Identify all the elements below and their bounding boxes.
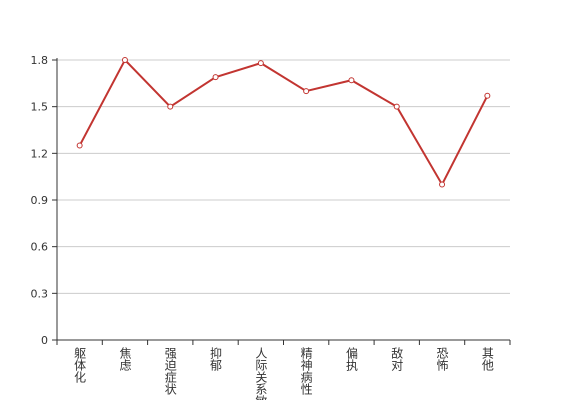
x-tick-label: 其他 bbox=[480, 347, 494, 371]
x-tick-label: 偏执 bbox=[344, 346, 358, 372]
point bbox=[167, 103, 174, 110]
x-tick-label: 精神病性 bbox=[299, 347, 313, 396]
y-tick-label: 0 bbox=[41, 334, 48, 347]
point bbox=[484, 92, 491, 99]
y-tick-label: 0.6 bbox=[31, 241, 49, 254]
point bbox=[212, 74, 219, 81]
point bbox=[257, 60, 264, 67]
y-tick-label: 1.5 bbox=[31, 101, 49, 114]
y-tick-label: 1.2 bbox=[31, 147, 49, 160]
x-tick-label: 强迫症状 bbox=[163, 347, 177, 395]
x-tick-label: 躯体化 bbox=[73, 346, 87, 384]
point bbox=[393, 103, 400, 110]
y-tick-label: 1.8 bbox=[31, 54, 49, 67]
point bbox=[303, 88, 310, 95]
y-tick-label: 0.9 bbox=[31, 194, 49, 207]
point bbox=[439, 181, 446, 188]
point bbox=[76, 142, 83, 149]
x-tick-label: 抑郁 bbox=[209, 346, 223, 372]
x-tick-label: 敌对 bbox=[390, 346, 404, 371]
point bbox=[348, 77, 355, 84]
x-tick-label: 恐怖 bbox=[435, 347, 449, 371]
x-tick-label: 人际关系敏感 bbox=[254, 347, 268, 400]
point bbox=[121, 57, 128, 63]
y-tick-label: 0.3 bbox=[31, 287, 49, 300]
series-line bbox=[78, 58, 489, 187]
x-tick-label: 焦虑 bbox=[118, 347, 132, 371]
